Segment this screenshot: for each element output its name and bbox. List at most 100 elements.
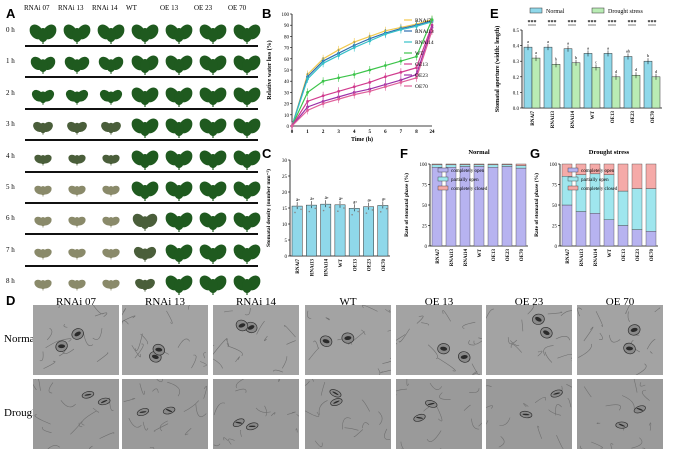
cell-wall bbox=[59, 338, 72, 342]
bar bbox=[563, 48, 573, 109]
leaflet-bottom bbox=[140, 59, 150, 74]
leaf-image bbox=[34, 279, 52, 291]
y-tick-label: 0 bbox=[287, 125, 290, 130]
cell-wall bbox=[325, 317, 331, 321]
x-tick-label: RNAi13 bbox=[450, 249, 455, 267]
cell-wall bbox=[537, 425, 543, 439]
micrograph-texture bbox=[396, 305, 482, 375]
stacked-segment bbox=[561, 204, 573, 247]
stacked-segment bbox=[501, 166, 513, 247]
leaflet-group bbox=[68, 185, 86, 197]
stoma-pore bbox=[543, 330, 550, 336]
stacked-segment bbox=[589, 163, 601, 175]
cell-wall bbox=[649, 351, 653, 354]
cell-wall bbox=[92, 328, 103, 340]
cell-wall bbox=[278, 379, 281, 382]
leaflet-group bbox=[135, 279, 155, 292]
cell-wall bbox=[159, 420, 168, 432]
jitter-dot bbox=[300, 208, 302, 211]
leaflet-group bbox=[233, 212, 261, 233]
cell-wall bbox=[81, 410, 97, 426]
micrograph-texture bbox=[213, 379, 299, 449]
x-tick-label: 5 bbox=[369, 130, 372, 135]
cell-wall bbox=[320, 381, 326, 396]
jitter-dot bbox=[353, 207, 355, 210]
leaf-image bbox=[101, 122, 121, 135]
y-tick-label: 20 bbox=[282, 191, 288, 196]
leaf-image bbox=[199, 181, 227, 201]
cell-wall bbox=[167, 381, 181, 397]
cell-wall bbox=[361, 305, 378, 312]
time-row-label: 0 h bbox=[6, 26, 15, 34]
y-tick-label: 90 bbox=[284, 24, 290, 29]
y-tick-label: 0.5 bbox=[513, 29, 520, 34]
cell-wall bbox=[625, 305, 630, 314]
micrograph-image bbox=[486, 379, 572, 449]
micrograph-image bbox=[213, 379, 299, 449]
row-divider bbox=[25, 76, 258, 79]
leaflet-group bbox=[199, 150, 227, 170]
leaflet-bottom bbox=[72, 91, 82, 103]
leaf-image bbox=[34, 185, 52, 197]
leaflet-bottom bbox=[140, 153, 150, 168]
micrograph-image bbox=[577, 379, 663, 449]
micrograph-image bbox=[122, 305, 208, 375]
significance-letter: c bbox=[595, 59, 597, 64]
cell-wall bbox=[78, 422, 83, 428]
leaflet-group bbox=[233, 275, 261, 296]
micrograph-bg bbox=[33, 379, 119, 449]
leaflet-bottom bbox=[208, 153, 218, 168]
cell-wall bbox=[353, 429, 363, 438]
stoma-pore bbox=[636, 407, 644, 411]
row-divider bbox=[25, 45, 258, 47]
leaflet-bottom bbox=[174, 90, 184, 105]
stacked-segment bbox=[589, 212, 601, 247]
cell-wall bbox=[385, 309, 391, 313]
series-line bbox=[291, 24, 433, 127]
leaflet-group bbox=[199, 55, 227, 76]
legend-label: OE13 bbox=[415, 62, 428, 68]
cell-wall bbox=[213, 402, 226, 416]
cell-wall bbox=[35, 379, 41, 391]
x-tick-label: OE13 bbox=[492, 249, 497, 262]
leaflet-group bbox=[165, 275, 193, 296]
cell-wall bbox=[578, 343, 592, 358]
y-tick-label: 0.1 bbox=[513, 91, 520, 96]
leaflet-bottom bbox=[140, 90, 150, 105]
cell-wall bbox=[509, 340, 520, 346]
x-tick-label: WT bbox=[591, 110, 596, 119]
leaf-image bbox=[199, 212, 227, 233]
stoma-pore bbox=[322, 339, 330, 344]
cell-wall bbox=[41, 426, 52, 433]
jitter-dot bbox=[365, 212, 368, 214]
stoma-pore bbox=[440, 346, 448, 351]
cell-wall bbox=[523, 403, 529, 408]
y-tick-label: 50 bbox=[552, 204, 558, 209]
leaflet-bottom bbox=[208, 90, 218, 105]
x-tick-label: 8 bbox=[415, 130, 418, 135]
leaflet-bottom bbox=[107, 217, 115, 227]
micrograph-bg bbox=[213, 305, 299, 375]
legend-label: Drought stress bbox=[608, 9, 643, 15]
cell-wall bbox=[591, 441, 603, 449]
cell-wall bbox=[398, 328, 410, 343]
leaf-image bbox=[165, 118, 193, 139]
y-axis-label: Stomatal density (number mm⁻²) bbox=[265, 169, 272, 247]
series-line bbox=[291, 19, 433, 127]
jitter-dot bbox=[296, 205, 298, 207]
micrograph-image bbox=[33, 379, 119, 449]
stoma-pore bbox=[238, 323, 246, 328]
cell-wall bbox=[442, 310, 451, 322]
cell-wall bbox=[642, 447, 646, 449]
jitter-dot bbox=[337, 210, 339, 212]
panel-label-e: E bbox=[490, 6, 499, 21]
bar bbox=[591, 67, 601, 109]
panel-f-stomatal-phase-normal-chart: Normal 0 25 50 75 100 RNAi7 RNAi13 RNAi14 WT OE13 O… bbox=[403, 149, 528, 267]
micrograph-texture bbox=[577, 305, 663, 375]
stoma-pore bbox=[344, 336, 352, 341]
cell-wall bbox=[235, 388, 247, 393]
cell-wall bbox=[635, 363, 647, 375]
cell-wall bbox=[555, 404, 562, 416]
leaflet-group bbox=[102, 279, 120, 291]
leaflet-bottom bbox=[72, 28, 82, 42]
